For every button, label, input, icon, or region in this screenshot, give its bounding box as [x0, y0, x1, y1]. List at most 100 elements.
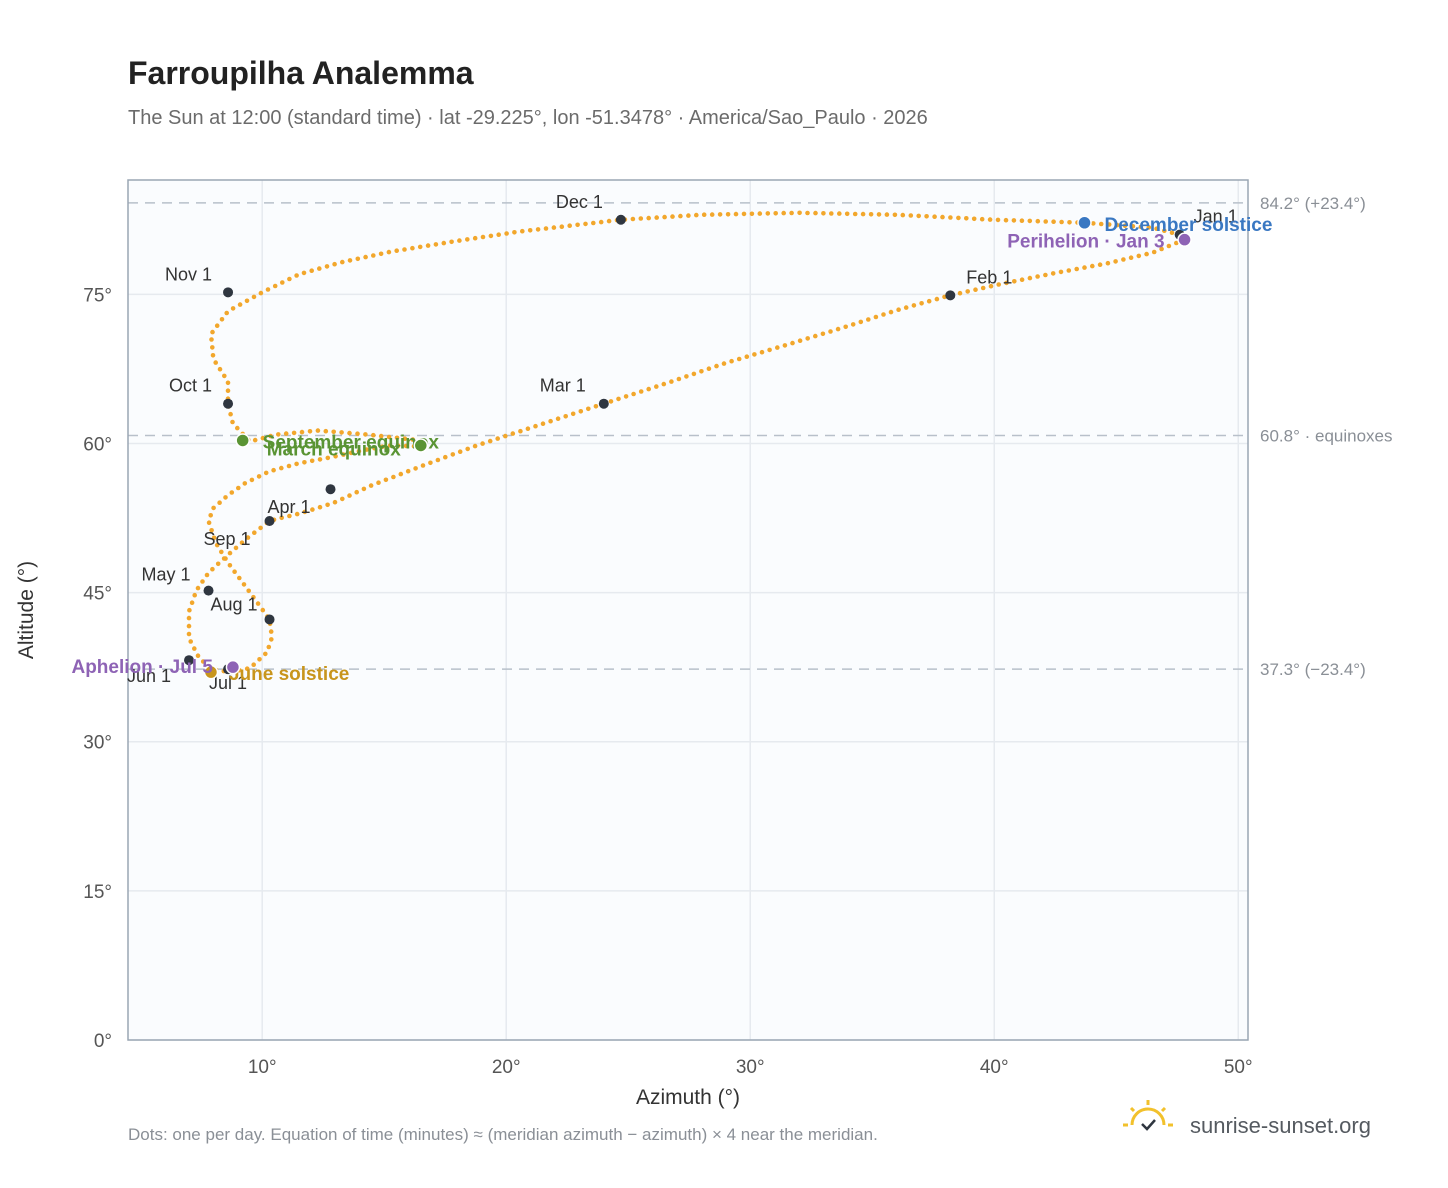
analemma-dot	[821, 211, 826, 216]
analemma-dot	[420, 463, 426, 468]
analemma-dot	[797, 338, 803, 344]
y-tick-label: 60°	[83, 434, 112, 455]
analemma-dot	[488, 233, 494, 239]
analemma-dot	[676, 376, 682, 382]
x-tick-label: 40°	[980, 1057, 1009, 1078]
analemma-dot	[310, 507, 315, 512]
x-axis-label: Azimuth (°)	[636, 1086, 740, 1109]
analemma-dot	[896, 307, 901, 313]
analemma-dot	[480, 441, 485, 446]
analemma-dot	[244, 666, 250, 671]
analemma-dot	[457, 449, 463, 455]
analemma-dot	[496, 232, 502, 237]
analemma-dot	[789, 210, 794, 216]
analemma-dot	[405, 468, 411, 474]
analemma-dot	[449, 239, 454, 245]
analemma-dot	[638, 216, 644, 221]
analemma-dot	[1106, 222, 1112, 227]
analemma-dot	[272, 283, 278, 289]
analemma-dot	[1169, 230, 1175, 235]
analemma-dot	[339, 430, 344, 435]
analemma-dot	[230, 306, 236, 311]
analemma-dot	[749, 211, 755, 217]
analemma-dot	[480, 234, 486, 240]
analemma-dot	[850, 322, 856, 327]
analemma-dot	[903, 305, 909, 310]
analemma-dot	[1051, 219, 1056, 224]
analemma-dot	[222, 373, 227, 379]
analemma-dot	[280, 280, 285, 285]
analemma-dot	[1035, 274, 1040, 279]
analemma-dot	[378, 433, 384, 439]
x-tick-label: 20°	[492, 1057, 521, 1078]
analemma-dot	[646, 215, 651, 221]
analemma-dot	[911, 303, 917, 308]
analemma-dot	[265, 287, 271, 292]
event-marker	[203, 664, 219, 680]
analemma-dot	[263, 470, 269, 476]
analemma-dot	[209, 528, 214, 533]
analemma-dot	[709, 212, 715, 217]
analemma-dot	[340, 259, 345, 265]
analemma-dot	[227, 550, 233, 556]
analemma-dot	[525, 426, 531, 432]
analemma-dot	[209, 337, 214, 342]
analemma-dot	[333, 454, 338, 459]
analemma-dot	[186, 623, 192, 629]
analemma-dot	[729, 358, 734, 364]
analemma-dot	[219, 317, 225, 322]
analemma-dot	[1011, 218, 1017, 223]
analemma-dot	[266, 644, 272, 650]
analemma-dot	[236, 485, 241, 491]
analemma-dot	[252, 530, 257, 535]
analemma-dot	[678, 213, 683, 219]
analemma-dot	[616, 396, 621, 402]
analemma-dot	[559, 224, 565, 229]
analemma-dot	[1003, 217, 1009, 223]
analemma-dot	[1166, 243, 1172, 249]
analemma-dot	[669, 379, 674, 384]
analemma-dot	[828, 329, 833, 334]
analemma-dot	[591, 220, 596, 226]
analemma-dot	[378, 251, 384, 257]
analemma-dot	[433, 242, 439, 247]
chart-title: Farroupilha Analemma	[128, 55, 474, 91]
month-label: Dec 1	[556, 192, 603, 212]
analemma-dot	[694, 212, 699, 218]
analemma-dot	[759, 349, 765, 355]
analemma-dot	[535, 227, 541, 232]
analemma-dot	[843, 324, 848, 330]
month-marker	[598, 398, 609, 409]
analemma-dot	[820, 331, 826, 337]
analemma-dot	[916, 213, 921, 219]
analemma-dot	[206, 520, 212, 525]
analemma-dot	[189, 600, 195, 605]
reference-lines: 84.2° (+23.4°) 60.8° · equinoxes 37.3° (−2…	[128, 194, 1393, 679]
analemma-dot	[1138, 224, 1144, 230]
analemma-dot	[593, 404, 599, 409]
analemma-dot	[852, 211, 858, 217]
month-label: Jan 1	[1194, 207, 1238, 227]
analemma-dot	[294, 273, 299, 278]
analemma-dot	[347, 430, 352, 436]
analemma-dot	[813, 210, 818, 216]
analemma-dot	[829, 211, 834, 216]
event-label: June solstice	[229, 664, 349, 685]
analemma-dot	[775, 345, 780, 350]
analemma-dot	[987, 217, 993, 222]
analemma-dot	[1130, 224, 1136, 229]
analemma-dot	[567, 223, 572, 228]
analemma-dot	[242, 481, 248, 486]
analemma-dot	[398, 471, 404, 477]
analemma-dot	[331, 429, 337, 435]
analemma-dot	[924, 214, 929, 219]
brand-name: sunrise-sunset.org	[1190, 1113, 1371, 1138]
analemma-dot	[805, 210, 810, 216]
event-marker	[235, 433, 250, 448]
plot-area	[128, 180, 1248, 1040]
plot-frame	[127, 179, 1249, 1041]
month-label: Feb 1	[966, 267, 1012, 287]
analemma-dot	[239, 540, 245, 545]
analemma-dot	[1114, 222, 1120, 228]
analemma-dot	[309, 458, 315, 464]
